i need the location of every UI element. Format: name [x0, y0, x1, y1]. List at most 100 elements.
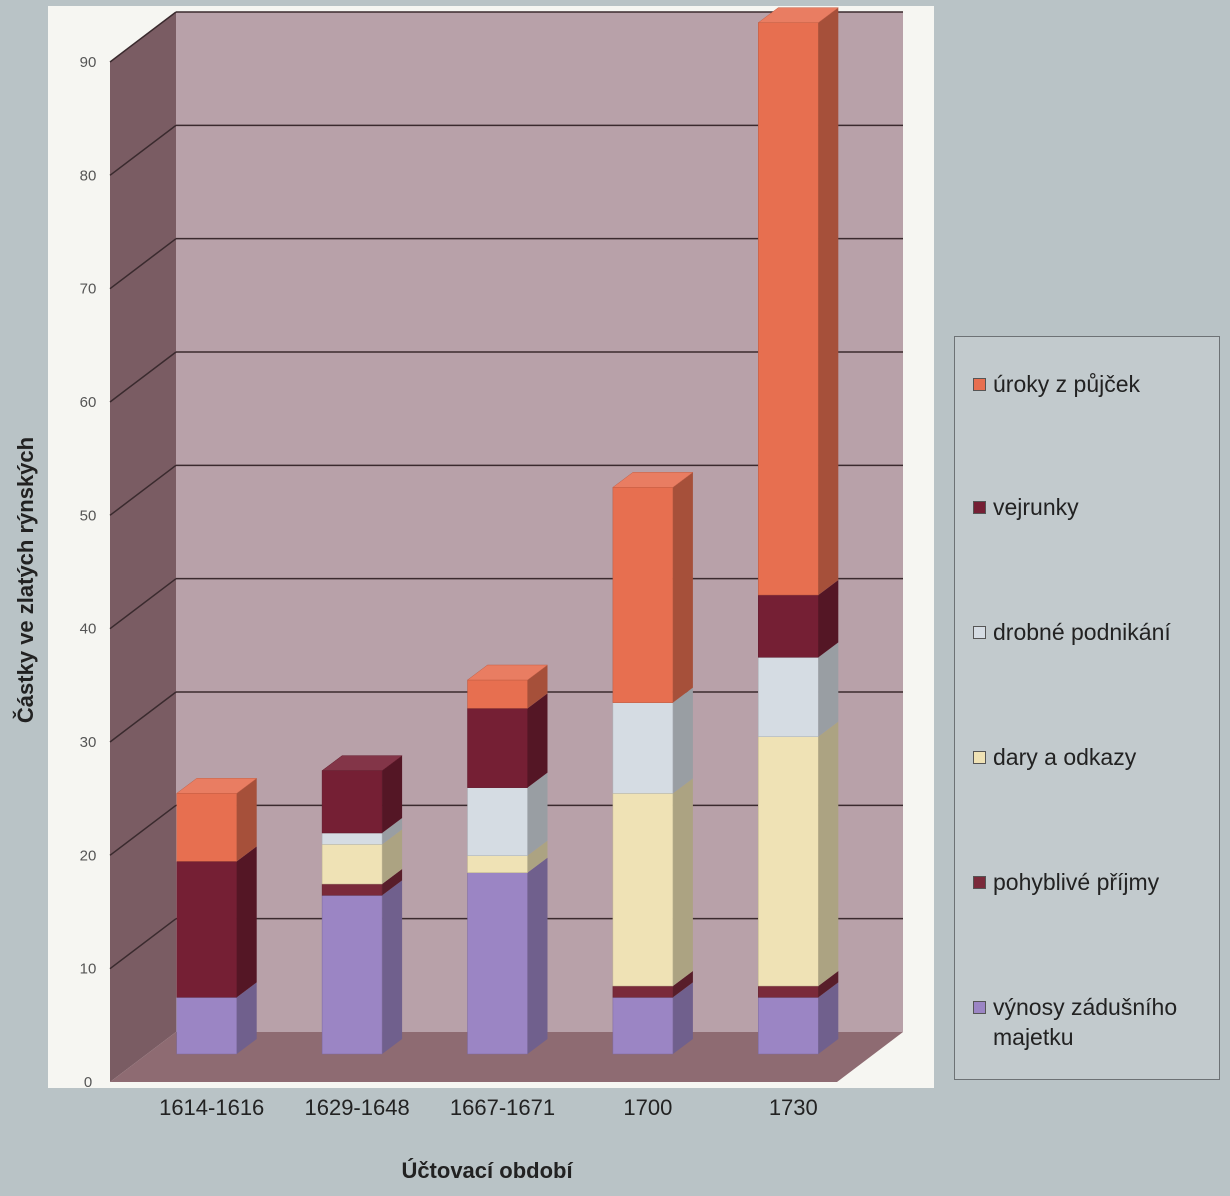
y-tick-label: 60	[80, 394, 97, 411]
bar-segment	[612, 985, 674, 998]
bar-segment	[758, 594, 819, 658]
bar-segment	[467, 872, 528, 1055]
bar-segment	[321, 770, 383, 834]
bar-stack	[612, 472, 694, 1055]
bar-segment-side	[236, 846, 257, 998]
gridline-side	[109, 124, 177, 176]
bar-segment	[467, 679, 528, 709]
bar-segment	[176, 793, 237, 862]
bar-segment	[612, 487, 674, 703]
x-tick-label: 1629-1648	[304, 1095, 409, 1120]
bar-stack	[321, 755, 403, 1055]
bar-segment	[758, 22, 819, 596]
bar-segment	[467, 787, 528, 856]
y-tick-label: 40	[80, 621, 97, 638]
bar-segment	[321, 844, 383, 885]
legend-label: výnosy zádušního majetku	[993, 994, 1178, 1050]
bar-segment-side	[672, 472, 693, 703]
bar-segment	[176, 997, 237, 1055]
bar-top	[175, 778, 258, 794]
bar-top	[757, 7, 840, 23]
y-tick-label: 90	[80, 54, 97, 71]
bar-segment-side	[818, 971, 839, 998]
gridline-side	[109, 578, 177, 630]
gridline-side	[109, 918, 177, 970]
legend-item: dary a odkazy	[973, 742, 1213, 772]
y-axis-ticks: 0 10 20 30 40 50 60 70 80 90	[80, 54, 97, 1091]
bar-segment-side	[527, 665, 548, 709]
bar-segment	[758, 657, 819, 737]
legend-swatch	[973, 626, 986, 639]
bar-segment	[176, 861, 237, 998]
y-tick-label: 70	[80, 281, 97, 298]
bar-stack	[466, 664, 549, 1055]
y-tick-label: 30	[80, 734, 97, 751]
bar-segment	[758, 985, 819, 998]
legend-item: úroky z půjček	[973, 369, 1213, 399]
bar-segment-side	[818, 7, 839, 595]
bar-segment	[612, 793, 674, 987]
legend-swatch	[973, 501, 986, 514]
legend-label: pohyblivé příjmy	[993, 869, 1160, 895]
bar-segment-side	[236, 778, 257, 862]
bar-segment	[758, 736, 819, 987]
bar-segment-side	[672, 687, 693, 794]
x-tick-label: 1667-1671	[450, 1095, 555, 1120]
bar-stack	[175, 778, 258, 1055]
legend-swatch	[973, 378, 986, 391]
bar-segment-side	[818, 721, 839, 986]
bar-segment-side	[527, 772, 548, 856]
legend-item: vejrunky	[973, 492, 1213, 522]
bar-segment-side	[672, 778, 693, 986]
bar-segment-side	[818, 982, 839, 1054]
bar-segment	[612, 997, 674, 1055]
bar-top	[321, 755, 403, 771]
bar-segment-side	[236, 982, 257, 1054]
bar-segment	[321, 895, 383, 1055]
bar-stack	[757, 7, 840, 1055]
x-tick-label: 1730	[769, 1095, 818, 1120]
y-axis-title: Částky ve zlatých rýnských	[13, 437, 38, 723]
bar-segment-side	[382, 869, 403, 896]
bars	[175, 7, 840, 1055]
gridline-side	[109, 464, 177, 516]
legend-swatch	[973, 876, 986, 889]
bar-top	[612, 472, 694, 488]
x-axis-title: Účtovací období	[401, 1158, 573, 1183]
bar-segment-side	[527, 693, 548, 788]
bar-segment-side	[672, 971, 693, 998]
bar-segment-side	[382, 755, 403, 833]
y-tick-label: 10	[80, 961, 97, 978]
y-tick-label: 80	[80, 167, 97, 184]
gridline-side	[109, 238, 177, 290]
bar-segment-side	[527, 857, 548, 1054]
bar-segment	[467, 855, 528, 873]
bar-segment-side	[382, 818, 403, 845]
gridline-side	[109, 11, 177, 63]
bar-segment	[467, 708, 528, 788]
bar-segment	[321, 883, 383, 896]
x-tick-label: 1700	[623, 1095, 672, 1120]
legend-item: výnosy zádušního majetku	[973, 992, 1213, 1052]
x-tick-label: 1614-1616	[159, 1095, 264, 1120]
gridline-side	[109, 351, 177, 403]
bar-segment	[321, 832, 383, 845]
bar-top	[466, 664, 549, 681]
gridline-side	[109, 691, 177, 743]
bar-segment-side	[382, 829, 403, 884]
y-tick-label: 20	[80, 847, 97, 864]
bar-segment-side	[818, 580, 839, 658]
bar-segment-side	[818, 642, 839, 737]
bar-segment-side	[672, 982, 693, 1054]
bar-segment	[612, 702, 674, 794]
legend-item: pohyblivé příjmy	[973, 867, 1213, 897]
legend: úroky z půjček vejrunky drobné podnikání da…	[954, 336, 1220, 1080]
category-labels: 1614-1616 1629-1648 1667-1671 1700 1730	[159, 1095, 818, 1120]
legend-swatch	[973, 751, 986, 764]
y-tick-label: 0	[84, 1074, 92, 1091]
left-wall	[110, 12, 176, 1082]
bar-segment-side	[382, 880, 403, 1054]
legend-label: vejrunky	[993, 494, 1079, 520]
legend-item: drobné podnikání	[973, 617, 1213, 647]
